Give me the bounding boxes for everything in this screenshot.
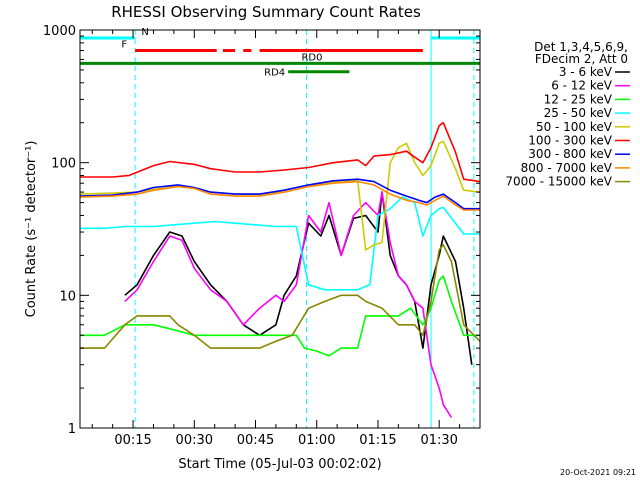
footer-timestamp: 20-Oct-2021 09:21: [560, 468, 636, 477]
legend-entry-label: 25 - 50 keV: [544, 106, 613, 120]
series-line: [79, 180, 480, 211]
state-bar-label: F: [121, 40, 127, 51]
x-axis-label: Start Time (05-Jul-03 00:02:02): [178, 457, 381, 472]
x-tick-label: 01:15: [359, 433, 396, 448]
series-line: [80, 244, 481, 349]
x-tick-label: 01:30: [420, 433, 457, 448]
legend-entry-label: 100 - 300 keV: [528, 134, 612, 148]
state-bars: N F RD0 RD4: [80, 27, 480, 79]
state-bar-label: RD0: [301, 52, 322, 63]
state-bar-label: N: [141, 27, 148, 38]
x-tick-label: 00:45: [237, 433, 274, 448]
legend-entry-label: 300 - 800 keV: [528, 147, 612, 161]
y-tick-label: 1000: [43, 24, 76, 39]
x-tick-label: 01:00: [298, 433, 335, 448]
legend-header-1: Det 1,3,4,5,6,9,: [534, 40, 628, 54]
legend: Det 1,3,4,5,6,9, FDecim 2, Att 0 3 - 6 k…: [505, 40, 630, 189]
y-tick-label: 1: [68, 422, 76, 437]
series-line: [124, 191, 473, 365]
series-line: [80, 275, 480, 357]
state-bar-label: RD4: [264, 68, 285, 79]
axes: 00:15 00:30 00:45 01:00 01:15 01:30 1 10 100 1000: [43, 24, 481, 448]
plot-frame: [79, 29, 481, 429]
legend-entry-label: 50 - 100 keV: [536, 120, 613, 134]
y-tick-label: 100: [51, 157, 76, 172]
legend-entry-label: 800 - 7000 keV: [521, 161, 613, 175]
series-line: [80, 121, 481, 183]
x-tick-label: 00:15: [114, 433, 151, 448]
legend-entry-label: 3 - 6 keV: [559, 65, 613, 79]
legend-entry-label: 6 - 12 keV: [551, 79, 613, 93]
legend-entry-label: 7000 - 15000 keV: [505, 175, 612, 189]
chart-title: RHESSI Observing Summary Count Rates: [111, 3, 421, 21]
series-line: [80, 196, 480, 291]
series-line: [79, 178, 480, 210]
x-tick-label: 00:30: [176, 433, 213, 448]
series-line: [124, 191, 453, 418]
y-tick-label: 10: [59, 289, 76, 304]
y-axis-label: Count Rate (s⁻¹ detector⁻¹): [24, 141, 39, 318]
series-lines: [79, 121, 481, 418]
legend-header-2: FDecim 2, Att 0: [535, 52, 628, 66]
legend-entry-label: 12 - 25 keV: [544, 92, 613, 106]
